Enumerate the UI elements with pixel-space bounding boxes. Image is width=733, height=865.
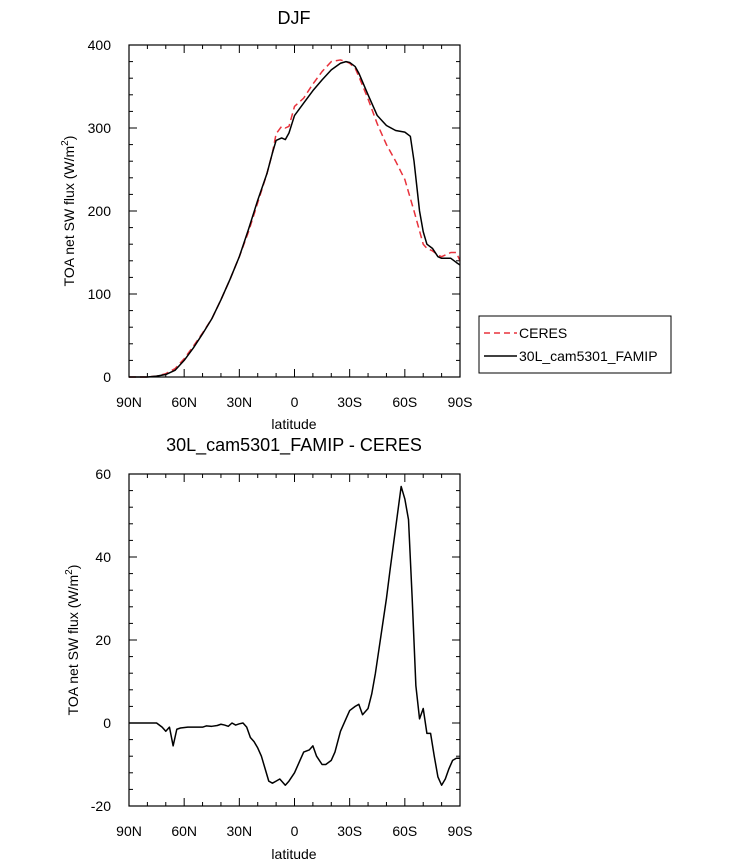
y-tick-label: 40	[95, 549, 111, 565]
series-line-ceres	[129, 59, 461, 378]
x-tick-label: 30S	[337, 394, 362, 410]
x-axis-label: latitude	[271, 416, 316, 432]
legend-box	[478, 315, 672, 374]
y-axis: -20 0 20 40 60	[91, 466, 460, 814]
x-tick-label: 90S	[448, 823, 473, 839]
legend-label-model: 30L_cam5301_FAMIP	[519, 348, 658, 364]
y-tick-label: 20	[95, 632, 111, 648]
y-tick-label: 0	[103, 715, 111, 731]
x-tick-label: 60S	[392, 823, 417, 839]
y-axis-label: TOA net SW flux (W/m2)	[64, 565, 81, 716]
y-tick-label: 300	[88, 120, 112, 136]
x-axis-label: latitude	[271, 846, 316, 862]
y-tick-label: -20	[91, 798, 111, 814]
chart-title: 30L_cam5301_FAMIP - CERES	[166, 435, 422, 456]
y-tick-label: 0	[103, 369, 111, 385]
y-tick-label: 100	[88, 286, 112, 302]
x-tick-label: 90N	[116, 394, 142, 410]
x-tick-label: 60N	[171, 394, 197, 410]
x-axis: 90N 60N 30N 0 30S 60S 90S	[116, 474, 472, 839]
bottom-chart: 30L_cam5301_FAMIP - CERES 90N 60N 30N 0 30S 6…	[64, 435, 472, 862]
x-tick-label: 60S	[392, 394, 417, 410]
x-tick-label: 90S	[448, 394, 473, 410]
top-chart: DJF 90N 60N 30N 0 30S 60S 90S 0 100 200 300 400 la…	[60, 8, 672, 432]
x-tick-label: 0	[291, 823, 299, 839]
plot-frame	[128, 473, 461, 807]
legend-label-ceres: CERES	[519, 325, 567, 341]
legend: CERES 30L_cam5301_FAMIP	[478, 315, 672, 374]
y-axis: 0 100 200 300 400	[88, 37, 460, 385]
y-tick-label: 200	[88, 203, 112, 219]
series-line-30l-cam5301-famip-ceres	[129, 485, 460, 786]
x-tick-label: 60N	[171, 823, 197, 839]
x-tick-label: 30N	[226, 394, 252, 410]
y-tick-label: 60	[95, 466, 111, 482]
x-tick-label: 0	[291, 394, 299, 410]
y-tick-label: 400	[88, 37, 112, 53]
x-tick-label: 90N	[116, 823, 142, 839]
plot-frame	[128, 44, 461, 378]
series-line-30l-cam5301-famip	[129, 60, 461, 378]
x-tick-label: 30S	[337, 823, 362, 839]
y-axis-label: TOA net SW flux (W/m2)	[60, 136, 77, 287]
x-axis: 90N 60N 30N 0 30S 60S 90S	[116, 45, 472, 410]
x-tick-label: 30N	[226, 823, 252, 839]
chart-title: DJF	[278, 8, 311, 28]
